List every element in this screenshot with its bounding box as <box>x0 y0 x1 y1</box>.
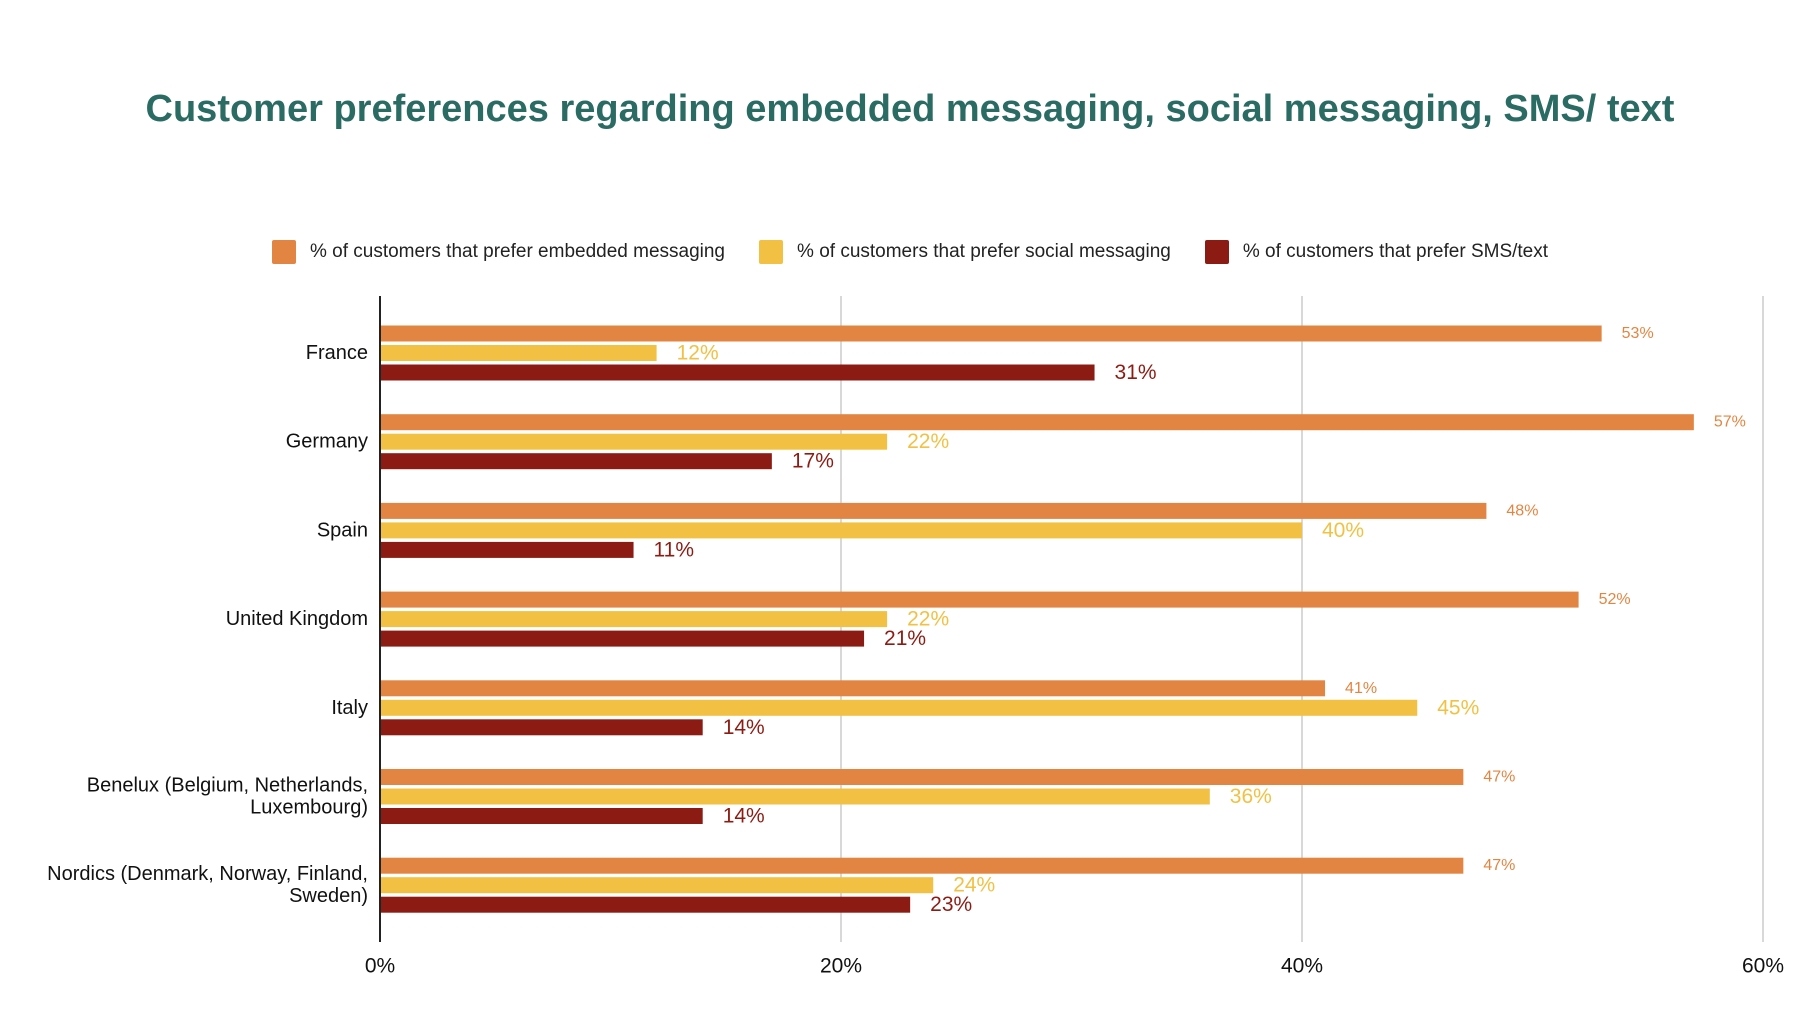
legend-label-embedded: % of customers that prefer embedded mess… <box>309 241 726 262</box>
category-label-1: Germany <box>286 431 368 453</box>
bar-0-4 <box>380 680 1326 697</box>
bar-2-5 <box>380 808 703 824</box>
data-label-0-5: 47% <box>1483 769 1515 786</box>
bar-1-4 <box>380 699 1418 716</box>
data-label-1-1: 22% <box>907 430 949 453</box>
x-tick-label-1: 20% <box>820 955 862 978</box>
x-tick-label-2: 40% <box>1281 955 1323 978</box>
legend-label-sms: % of customers that prefer SMS/text <box>1242 241 1549 262</box>
category-label-0: France <box>306 342 368 364</box>
legend-swatch-sms <box>1204 240 1229 264</box>
category-label-6: Nordics (Denmark, Norway, Finland, Sweden… <box>47 863 368 907</box>
data-label-1-6: 24% <box>953 874 995 897</box>
bar-0-0 <box>380 325 1602 342</box>
bar-1-0 <box>380 345 657 361</box>
bar-0-6 <box>380 857 1464 874</box>
data-label-1-2: 40% <box>1322 519 1364 542</box>
data-label-1-0: 12% <box>677 342 719 365</box>
data-label-0-4: 41% <box>1345 680 1377 697</box>
legend-label-social: % of customers that prefer social messag… <box>797 241 1171 262</box>
data-label-1-3: 22% <box>907 608 949 631</box>
data-label-2-6: 23% <box>930 893 972 916</box>
bar-0-2 <box>380 502 1487 519</box>
data-label-2-2: 11% <box>654 538 694 561</box>
category-label-3: United Kingdom <box>226 608 368 630</box>
data-label-0-6: 47% <box>1483 857 1515 874</box>
bar-0-3 <box>380 591 1579 608</box>
bar-1-6 <box>380 877 934 894</box>
bar-2-2 <box>380 541 634 558</box>
bar-0-5 <box>380 769 1464 785</box>
bar-0-1 <box>380 414 1694 431</box>
bar-1-5 <box>380 788 1210 805</box>
data-label-2-0: 31% <box>1115 361 1157 384</box>
category-label-2: Spain <box>317 519 368 541</box>
data-label-0-3: 52% <box>1599 591 1631 608</box>
data-label-0-2: 48% <box>1506 502 1538 519</box>
legend-swatch-social <box>759 240 784 264</box>
data-label-1-5: 36% <box>1230 785 1272 808</box>
legend-item-sms: % of customers that prefer SMS/text <box>1204 240 1549 264</box>
bar-2-4 <box>380 719 703 736</box>
category-label-4: Italy <box>331 697 368 719</box>
legend-item-social: % of customers that prefer social messag… <box>759 240 1171 264</box>
x-tick-label-0: 0% <box>365 955 395 978</box>
data-label-2-1: 17% <box>792 450 834 473</box>
x-tick-label-3: 60% <box>1742 955 1784 978</box>
bar-1-3 <box>380 611 888 628</box>
category-label-5: Benelux (Belgium, Netherlands, Luxembourg… <box>87 775 368 819</box>
legend-swatch-embedded <box>271 240 296 264</box>
data-label-0-0: 53% <box>1622 325 1654 342</box>
bar-1-1 <box>380 433 888 450</box>
data-label-0-1: 57% <box>1714 414 1746 431</box>
bar-2-0 <box>380 364 1095 381</box>
bar-2-3 <box>380 630 865 647</box>
legend-item-embedded: % of customers that prefer embedded mess… <box>271 240 726 264</box>
bar-1-2 <box>380 522 1302 539</box>
data-label-2-4: 14% <box>723 716 765 739</box>
data-label-2-3: 21% <box>884 627 926 650</box>
data-label-2-5: 14% <box>723 805 765 828</box>
data-label-1-4: 45% <box>1437 696 1479 719</box>
chart-title: Customer preferences regarding embedded … <box>145 88 1675 130</box>
legend: % of customers that prefer embedded mess… <box>0 240 1820 264</box>
bar-2-1 <box>380 453 772 470</box>
bar-2-6 <box>380 896 911 913</box>
